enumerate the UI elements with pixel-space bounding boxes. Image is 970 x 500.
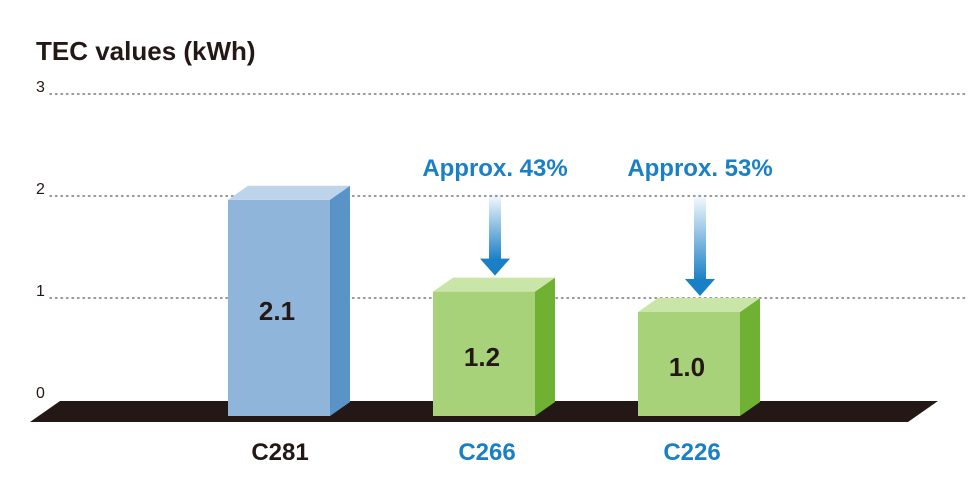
category-label-C281: C281: [251, 439, 308, 466]
arrow-head: [685, 279, 715, 296]
bar-side-C266: [535, 277, 555, 416]
bar-front-C281: [228, 199, 330, 416]
bar-C266: [433, 277, 555, 416]
arrow-shaft: [694, 192, 706, 280]
annotation-C226: Approx. 53%: [627, 155, 772, 182]
bar-side-C226: [740, 298, 760, 416]
bar-top-C266: [433, 277, 555, 292]
arrow-down-icon: [685, 192, 715, 296]
bar-layer: [228, 185, 760, 416]
value-label-C281: 2.1: [259, 296, 295, 326]
bar-top-C226: [638, 298, 760, 312]
bar-C281: [228, 185, 350, 416]
y-tick-label-0: 0: [36, 385, 45, 402]
bar-front-C266: [433, 291, 535, 416]
bar-C226: [638, 298, 760, 416]
arrow-down-icon: [480, 192, 510, 276]
label-layer: 2.1 C281 1.2 C266 1.0 C226 Approx. 43% Approx. …: [251, 155, 772, 466]
arrow-shaft: [489, 192, 501, 260]
category-label-C266: C266: [458, 439, 515, 466]
annotation-C266: Approx. 43%: [422, 155, 567, 182]
chart-title: TEC values (kWh): [36, 36, 256, 66]
value-label-C266: 1.2: [464, 342, 500, 372]
grid-layer: 0 1 2 3: [36, 79, 969, 402]
bar-top-C281: [228, 185, 350, 200]
bar-front-C226: [638, 312, 740, 416]
y-tick-label-3: 3: [36, 79, 45, 96]
bar-side-C281: [330, 185, 350, 416]
y-tick-label-1: 1: [36, 283, 45, 300]
category-label-C226: C226: [663, 439, 720, 466]
y-tick-label-2: 2: [36, 181, 45, 198]
arrow-head: [480, 258, 510, 276]
value-label-C226: 1.0: [669, 352, 705, 382]
